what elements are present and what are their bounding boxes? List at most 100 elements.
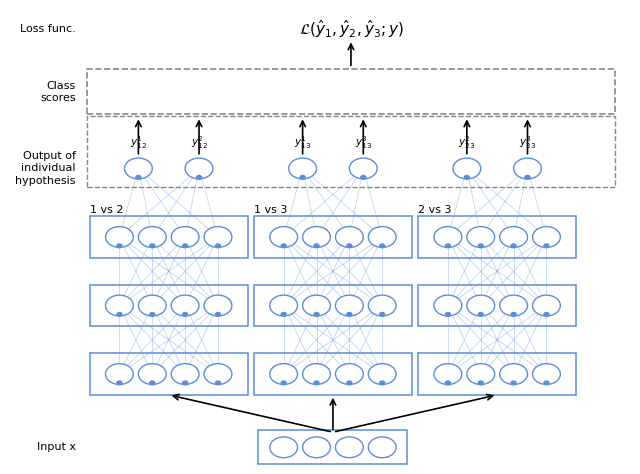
Circle shape bbox=[303, 227, 330, 247]
Circle shape bbox=[172, 227, 199, 247]
Text: 1 vs 2: 1 vs 2 bbox=[90, 205, 124, 215]
Circle shape bbox=[204, 227, 232, 247]
Circle shape bbox=[150, 312, 155, 316]
Circle shape bbox=[368, 227, 396, 247]
Circle shape bbox=[445, 312, 451, 316]
Circle shape bbox=[467, 227, 495, 247]
Circle shape bbox=[138, 227, 166, 247]
Text: $y^1_{12}$: $y^1_{12}$ bbox=[130, 135, 147, 152]
Circle shape bbox=[335, 364, 364, 384]
Circle shape bbox=[445, 244, 451, 248]
Circle shape bbox=[368, 437, 396, 458]
Circle shape bbox=[136, 175, 141, 179]
Circle shape bbox=[204, 295, 232, 316]
Circle shape bbox=[182, 244, 188, 248]
Text: Input x: Input x bbox=[37, 442, 76, 452]
Circle shape bbox=[511, 244, 516, 248]
Circle shape bbox=[281, 244, 286, 248]
Circle shape bbox=[511, 381, 516, 385]
Circle shape bbox=[349, 158, 377, 179]
Circle shape bbox=[314, 244, 319, 248]
Circle shape bbox=[380, 244, 385, 248]
Circle shape bbox=[380, 381, 385, 385]
Circle shape bbox=[465, 175, 469, 179]
Circle shape bbox=[303, 437, 330, 458]
Text: $\hat{y}_2 = y^2_{12} + y^2_{23}$: $\hat{y}_2 = y^2_{12} + y^2_{23}$ bbox=[294, 82, 372, 101]
Circle shape bbox=[182, 312, 188, 316]
Text: Class
scores: Class scores bbox=[40, 81, 76, 103]
Circle shape bbox=[500, 364, 527, 384]
Circle shape bbox=[335, 437, 364, 458]
Circle shape bbox=[150, 244, 155, 248]
Circle shape bbox=[544, 244, 549, 248]
Circle shape bbox=[314, 312, 319, 316]
Text: Loss func.: Loss func. bbox=[20, 24, 76, 34]
Circle shape bbox=[335, 295, 364, 316]
Circle shape bbox=[544, 312, 549, 316]
Text: 2 vs 3: 2 vs 3 bbox=[418, 205, 452, 215]
Circle shape bbox=[453, 158, 481, 179]
Circle shape bbox=[303, 364, 330, 384]
Circle shape bbox=[347, 312, 352, 316]
Circle shape bbox=[544, 381, 549, 385]
Circle shape bbox=[500, 227, 527, 247]
Circle shape bbox=[281, 381, 286, 385]
Text: $y^1_{13}$: $y^1_{13}$ bbox=[294, 135, 311, 152]
Circle shape bbox=[106, 364, 133, 384]
Circle shape bbox=[196, 175, 202, 179]
Circle shape bbox=[138, 364, 166, 384]
Circle shape bbox=[289, 158, 317, 179]
Circle shape bbox=[347, 244, 352, 248]
Text: Output of
individual
hypothesis: Output of individual hypothesis bbox=[15, 151, 76, 186]
Circle shape bbox=[478, 312, 483, 316]
Circle shape bbox=[270, 437, 298, 458]
Text: $y^2_{12}$: $y^2_{12}$ bbox=[191, 135, 207, 152]
Circle shape bbox=[106, 227, 133, 247]
FancyBboxPatch shape bbox=[86, 69, 615, 114]
Circle shape bbox=[511, 312, 516, 316]
Circle shape bbox=[335, 227, 364, 247]
Circle shape bbox=[216, 381, 220, 385]
Circle shape bbox=[303, 295, 330, 316]
Circle shape bbox=[204, 364, 232, 384]
Circle shape bbox=[532, 227, 561, 247]
Circle shape bbox=[445, 381, 451, 385]
Circle shape bbox=[300, 175, 305, 179]
Circle shape bbox=[117, 312, 122, 316]
Circle shape bbox=[467, 295, 495, 316]
Circle shape bbox=[182, 381, 188, 385]
Text: $y^2_{23}$: $y^2_{23}$ bbox=[458, 135, 476, 152]
Circle shape bbox=[368, 295, 396, 316]
Circle shape bbox=[467, 364, 495, 384]
Circle shape bbox=[117, 244, 122, 248]
Circle shape bbox=[500, 295, 527, 316]
Circle shape bbox=[347, 381, 352, 385]
Circle shape bbox=[270, 364, 298, 384]
Circle shape bbox=[478, 381, 483, 385]
Circle shape bbox=[185, 158, 213, 179]
Text: $y^3_{23}$: $y^3_{23}$ bbox=[519, 135, 536, 152]
Circle shape bbox=[532, 295, 561, 316]
Circle shape bbox=[216, 312, 220, 316]
Circle shape bbox=[138, 295, 166, 316]
Circle shape bbox=[434, 364, 462, 384]
Circle shape bbox=[478, 244, 483, 248]
Circle shape bbox=[434, 227, 462, 247]
Text: $\hat{y}_3 = y^3_{13} + y^3_{23}$: $\hat{y}_3 = y^3_{13} + y^3_{23}$ bbox=[458, 82, 536, 101]
Circle shape bbox=[172, 364, 199, 384]
Text: $\hat{y}_1 = y^1_{12} + y^1_{13}$: $\hat{y}_1 = y^1_{12} + y^1_{13}$ bbox=[129, 82, 208, 101]
Circle shape bbox=[380, 312, 385, 316]
Circle shape bbox=[361, 175, 366, 179]
Circle shape bbox=[216, 244, 220, 248]
Circle shape bbox=[270, 227, 298, 247]
Circle shape bbox=[172, 295, 199, 316]
Circle shape bbox=[117, 381, 122, 385]
Circle shape bbox=[525, 175, 530, 179]
Circle shape bbox=[150, 381, 155, 385]
Circle shape bbox=[281, 312, 286, 316]
Circle shape bbox=[532, 364, 561, 384]
Circle shape bbox=[368, 364, 396, 384]
Circle shape bbox=[106, 295, 133, 316]
Text: 1 vs 3: 1 vs 3 bbox=[254, 205, 287, 215]
Text: $y^3_{13}$: $y^3_{13}$ bbox=[355, 135, 372, 152]
